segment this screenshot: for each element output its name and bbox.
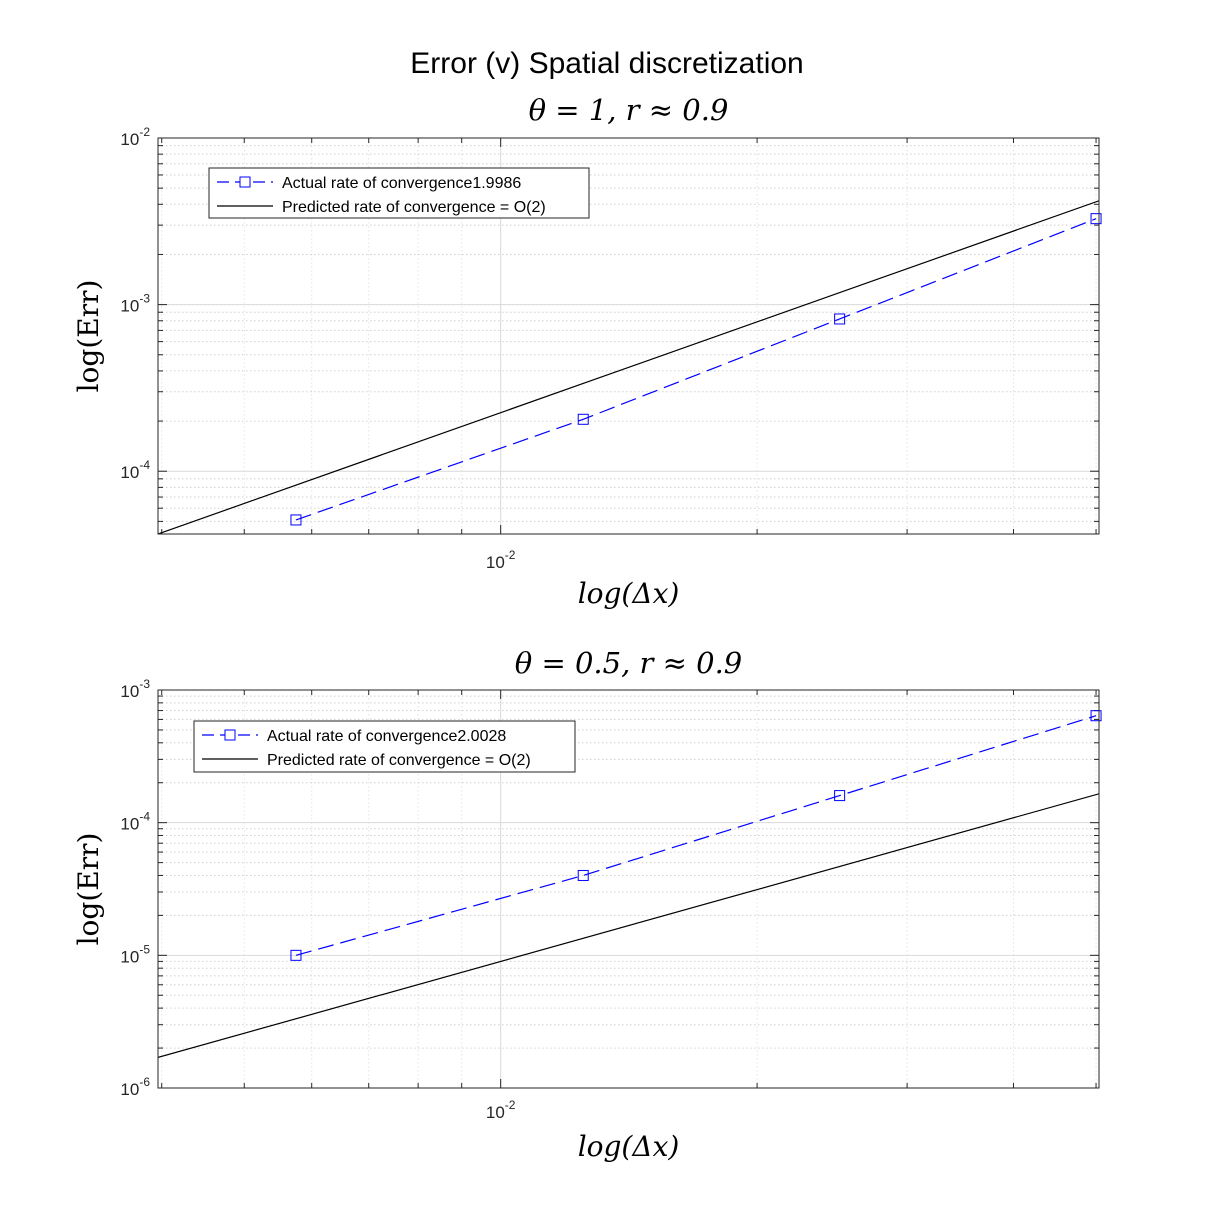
x-axis-label: log(Δx) <box>578 577 680 610</box>
y-tick-label: 10-4 <box>120 458 150 482</box>
y-tick-label-base: 10 <box>120 130 139 149</box>
legend-marker-sample <box>239 176 251 188</box>
y-tick-label-base: 10 <box>120 463 139 482</box>
data-point-marker <box>1090 710 1102 722</box>
y-tick-label-base: 10 <box>120 947 139 966</box>
axes-box <box>157 689 1100 1089</box>
bottom-subplot: 10-610-510-410-310-2θ = 0.5, r ≈ 0.9log(… <box>72 646 1102 1163</box>
subplot-title: θ = 1, r ≈ 0.9 <box>529 93 729 127</box>
tick-marks <box>158 689 1099 1089</box>
y-tick-label: 10-4 <box>120 810 150 834</box>
y-tick-label-exponent: -3 <box>139 292 150 306</box>
x-tick-label-base: 10 <box>486 1103 505 1122</box>
top-subplot: 10-410-310-210-2θ = 1, r ≈ 0.9log(Δx)log… <box>72 93 1102 610</box>
y-tick-label-base: 10 <box>120 815 139 834</box>
x-tick-label-exponent: -2 <box>505 548 516 562</box>
y-tick-label-exponent: -6 <box>139 1075 150 1089</box>
legend-marker-sample <box>224 729 236 741</box>
data-point-marker <box>290 514 302 526</box>
actual-series-line <box>295 715 1097 956</box>
y-tick-label-exponent: -4 <box>139 810 150 824</box>
y-tick-label-base: 10 <box>120 1080 139 1099</box>
legend-entry-label: Actual rate of convergence2.0028 <box>267 728 506 745</box>
y-tick-label-exponent: -5 <box>139 942 150 956</box>
x-axis-label: log(Δx) <box>578 1130 680 1163</box>
x-tick-label: 10-2 <box>486 548 516 572</box>
y-tick-label: 10-3 <box>120 677 150 701</box>
series-group <box>158 200 1099 534</box>
x-tick-label-base: 10 <box>486 553 505 572</box>
tick-marks <box>158 137 1099 534</box>
legend-entry-label: Predicted rate of convergence = O(2) <box>282 199 546 216</box>
x-tick-label-exponent: -2 <box>505 1098 516 1112</box>
y-tick-label: 10-6 <box>120 1075 150 1099</box>
data-point-marker <box>834 313 846 325</box>
legend-entry-label: Predicted rate of convergence = O(2) <box>267 752 531 769</box>
predicted-series-line <box>158 200 1099 534</box>
predicted-series-line <box>158 793 1099 1059</box>
y-tick-label-base: 10 <box>120 297 139 316</box>
y-tick-label-base: 10 <box>120 682 139 701</box>
axes-box <box>157 137 1100 535</box>
subplot-title: θ = 0.5, r ≈ 0.9 <box>515 646 742 680</box>
y-axis-label: log(Err) <box>72 833 105 946</box>
legend: Actual rate of convergence2.0028 Predicte… <box>193 720 576 773</box>
x-tick-label: 10-2 <box>486 1098 516 1122</box>
y-tick-label: 10-2 <box>120 125 150 149</box>
data-point-marker <box>577 413 589 425</box>
y-tick-label-exponent: -2 <box>139 125 150 139</box>
actual-series-line <box>295 218 1097 521</box>
y-tick-label-exponent: -3 <box>139 677 150 691</box>
data-point-marker <box>1090 213 1102 225</box>
data-point-marker <box>834 790 846 802</box>
figure-title: Error (v) Spatial discretization <box>410 47 803 80</box>
y-tick-label: 10-5 <box>120 942 150 966</box>
y-tick-label-exponent: -4 <box>139 458 150 472</box>
legend: Actual rate of convergence1.9986 Predicte… <box>208 167 590 219</box>
legend-box <box>208 167 590 219</box>
data-point-marker <box>577 869 589 881</box>
data-point-marker <box>290 949 302 961</box>
legend-box <box>193 720 576 773</box>
series-group <box>158 715 1099 1059</box>
y-axis-label: log(Err) <box>72 280 105 393</box>
legend-entry-label: Actual rate of convergence1.9986 <box>282 175 521 192</box>
y-tick-label: 10-3 <box>120 292 150 316</box>
